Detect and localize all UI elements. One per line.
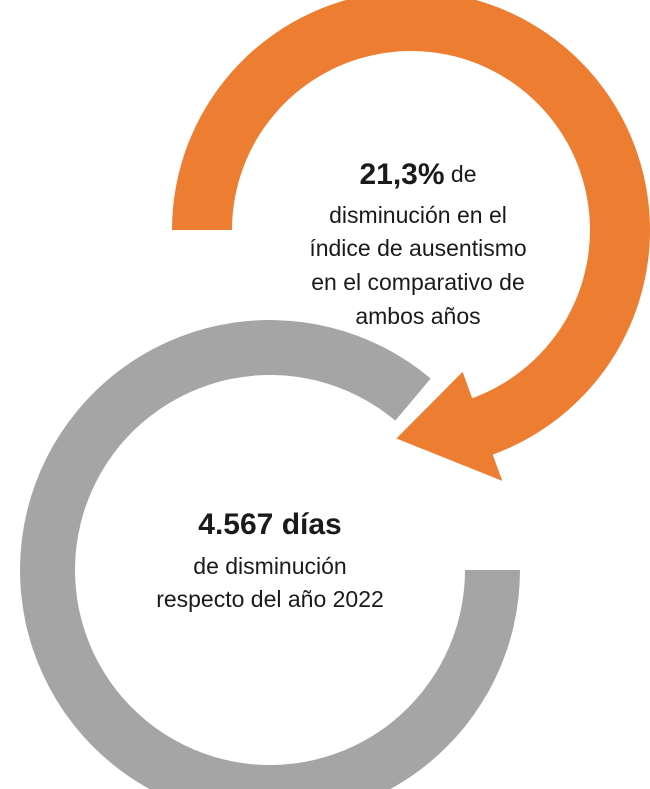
bottom-line: de disminución [193,553,346,579]
top-line: disminución en el [329,202,507,228]
top-line: en el comparativo de [311,269,525,295]
top-line: ambos años [355,303,480,329]
top-highlight: 21,3% [359,158,444,191]
top-line: índice de ausentismo [309,235,526,261]
top-heading-rest: de [445,161,477,187]
top-heading: 21,3% de [359,158,476,191]
bottom-highlight: 4.567 días [198,508,341,541]
bottom-line: respecto del año 2022 [156,586,384,612]
